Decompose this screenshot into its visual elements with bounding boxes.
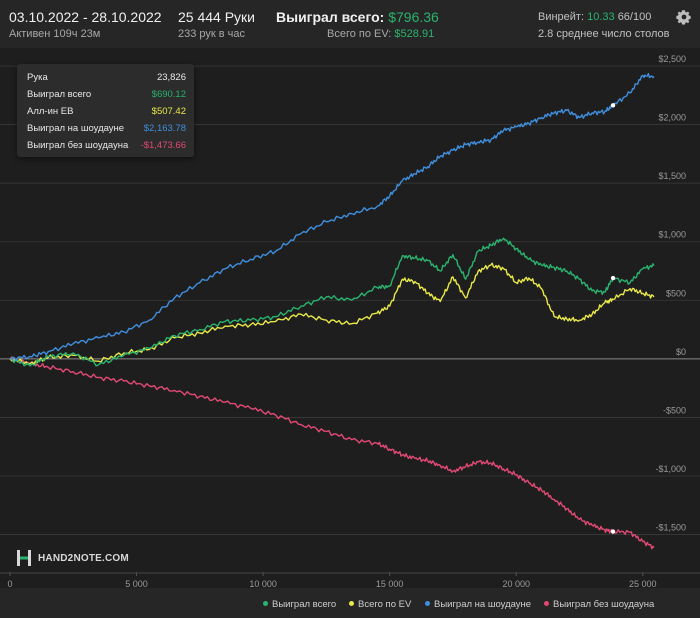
hover-marker [610,529,616,534]
ev-total-value: $528.91 [394,28,435,40]
legend-item-ev[interactable]: Всего по EV [349,599,411,610]
tooltip-value-won: $690.12 [151,89,186,100]
hover-tooltip: Рука 23,826 Выиграл всего $690.12 Алл-ин… [17,64,194,157]
y-tick-label: -$1,500 [655,523,686,533]
y-tick-labels: $2,500 $2,000 $1,500 $1,000 $500 $0 -$500 -$1,0… [655,54,686,533]
winrate-rest: 66/100 [617,11,652,23]
active-time: Активен 109ч 23м [9,28,101,40]
legend-item-showdown[interactable]: Выиграл на шоудауне [425,599,531,610]
tooltip-row-won: Выиграл всего $690.12 [27,89,186,103]
series-line-0 [9,237,655,367]
tooltip-label-won: Выиграл всего [27,89,92,100]
tooltip-label-allin-ev: Алл-ин ЕВ [27,106,74,117]
y-tick-label: -$500 [663,405,686,415]
tooltip-row-allin-ev: Алл-ин ЕВ $507.42 [27,106,186,120]
won-total-value: $796.36 [388,9,439,25]
series-line-2 [9,72,655,362]
legend-item-won[interactable]: Выиграл всего [263,599,336,610]
legend-label-showdown: Выиграл на шоудауне [434,599,532,610]
tooltip-value-allin-ev: $507.42 [151,106,186,117]
tooltip-row-showdown: Выиграл на шоудауне $2,163.78 [27,123,186,137]
y-tick-label: $500 [666,288,686,298]
hover-marker [610,103,616,108]
hover-marker [610,275,616,281]
tooltip-label-hand: Рука [27,72,48,83]
chart-series [9,72,655,550]
legend-dot-ev [349,601,354,606]
y-tick-label: $2,500 [658,54,686,64]
ev-total-label: Всего по EV: [327,28,392,40]
winnings-chart: $2,500 $2,000 $1,500 $1,000 $500 $0 -$500 -$1,0… [0,54,700,588]
legend-dot-won [263,601,268,606]
date-range[interactable]: 03.10.2022 - 28.10.2022 [9,9,162,25]
x-tick-label: 10 000 [249,579,277,588]
ev-total: Всего по EV: $528.91 [327,28,434,40]
won-total-label: Выиграл всего: [276,9,385,25]
logo-text: HAND2NOTE.COM [38,553,129,564]
tooltip-value-showdown: $2,163.78 [143,123,186,134]
tooltip-label-non-showdown: Выиграл без шоудауна [27,140,129,151]
tooltip-value-hand: 23,826 [156,72,186,83]
legend-dot-showdown [425,601,430,606]
header: 03.10.2022 - 28.10.2022 Активен 109ч 23м… [0,0,700,48]
winrate-label: Винрейт: [538,11,585,23]
y-tick-label: $2,000 [658,113,686,123]
hands-per-hour: 233 рук в час [178,28,246,40]
series-line-1 [9,262,655,366]
y-tick-label: -$1,000 [655,464,686,474]
hand2note-logo-icon [17,550,31,566]
gear-icon[interactable] [676,9,692,25]
series-line-3 [9,356,655,550]
won-total: Выиграл всего: $796.36 [276,9,439,25]
tooltip-row-non-showdown: Выиграл без шоудауна -$1,473.66 [27,140,186,154]
x-tick-label: 0 [7,579,12,588]
x-tick-label: 25 000 [629,579,657,588]
y-tick-label: $1,000 [658,230,686,240]
tooltip-row-hand: Рука 23,826 [27,72,186,86]
x-tick-label: 5 000 [125,579,148,588]
y-tick-label: $1,500 [658,171,686,181]
hover-markers [610,103,616,534]
legend-item-non-showdown[interactable]: Выиграл без шоудауна [544,599,654,610]
tooltip-value-non-showdown: -$1,473.66 [140,140,186,151]
chart-grid [0,65,700,576]
x-tick-labels: 0 5 000 10 000 15 000 20 000 25 000 [7,579,656,588]
avg-tables: 2.8 среднее число столов [538,28,670,40]
legend-label-ev: Всего по EV [358,599,412,610]
legend-label-won: Выиграл всего [272,599,337,610]
winrate: Винрейт: 10.33 66/100 [538,11,651,23]
x-tick-label: 15 000 [376,579,404,588]
chart-legend: Выиграл всего Всего по EV Выиграл на шоу… [0,596,700,614]
legend-dot-non-showdown [544,601,549,606]
winrate-value: 10.33 [587,11,615,23]
tooltip-label-showdown: Выиграл на шоудауне [27,123,125,134]
legend-label-non-showdown: Выиграл без шоудауна [553,599,655,610]
y-tick-label: $0 [676,347,686,357]
hands-count: 25 444 Руки [178,9,255,25]
x-tick-label: 20 000 [502,579,530,588]
